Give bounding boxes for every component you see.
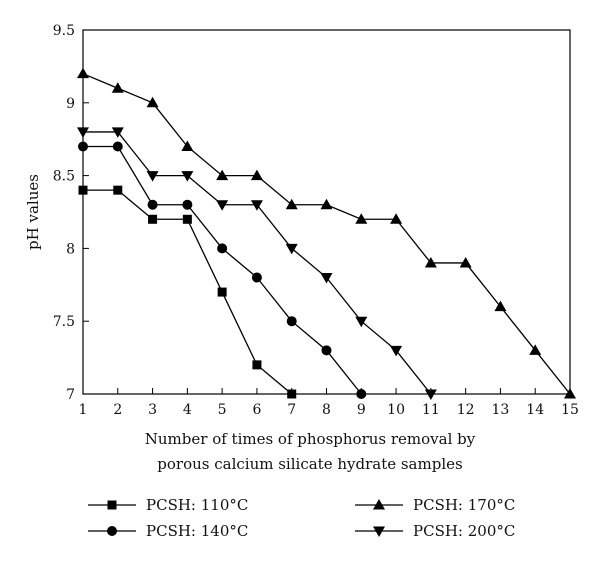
data-point bbox=[182, 214, 192, 224]
data-point bbox=[113, 185, 123, 195]
series-triangle-up bbox=[77, 67, 576, 399]
data-point bbox=[182, 199, 193, 210]
x-tick-label: 1 bbox=[79, 402, 88, 418]
data-point bbox=[252, 360, 262, 370]
legend-label: PCSH: 110°C bbox=[146, 496, 248, 514]
data-point bbox=[250, 169, 263, 181]
y-axis-title: pH values bbox=[24, 174, 42, 250]
data-point bbox=[217, 243, 228, 254]
data-point bbox=[494, 300, 507, 312]
legend: PCSH: 110°C PCSH: 140°C PCSH: 170°C PCSH: 2… bbox=[88, 496, 515, 540]
y-tick-label: 8 bbox=[66, 241, 75, 257]
x-tick-label: 2 bbox=[113, 402, 122, 418]
data-point bbox=[251, 272, 262, 283]
data-point bbox=[390, 213, 403, 224]
legend-item: PCSH: 140°C bbox=[88, 522, 248, 540]
data-point bbox=[355, 316, 368, 328]
x-tick-label: 3 bbox=[148, 402, 157, 418]
data-point bbox=[529, 344, 542, 355]
data-point bbox=[216, 200, 229, 211]
x-axis-title-line-2: porous calcium silicate hydrate samples bbox=[157, 455, 462, 473]
data-point bbox=[181, 171, 194, 182]
x-tick-label: 9 bbox=[357, 402, 366, 418]
x-axis-title-line-1: Number of times of phosphorus removal by bbox=[145, 430, 476, 448]
data-point bbox=[286, 316, 297, 327]
data-point bbox=[78, 185, 88, 195]
x-tick-label: 6 bbox=[252, 402, 261, 418]
y-axis: 7 7.5 8 8.5 9 9.5 bbox=[53, 23, 89, 403]
data-point bbox=[320, 198, 333, 210]
legend-marker bbox=[107, 526, 117, 536]
x-tick-label: 12 bbox=[457, 402, 475, 418]
data-point bbox=[111, 82, 124, 93]
data-point bbox=[356, 389, 367, 399]
x-tick-label: 4 bbox=[183, 402, 192, 418]
legend-item: PCSH: 110°C bbox=[88, 496, 248, 514]
data-point bbox=[250, 200, 263, 211]
legend-label: PCSH: 140°C bbox=[146, 522, 248, 540]
data-point bbox=[217, 287, 227, 297]
data-point bbox=[147, 199, 158, 210]
data-point bbox=[181, 140, 194, 151]
series-line bbox=[83, 145, 362, 395]
x-tick-label: 8 bbox=[322, 402, 331, 418]
series-triangle-down bbox=[77, 127, 437, 400]
data-point bbox=[564, 388, 576, 399]
data-point bbox=[287, 389, 297, 399]
legend-marker bbox=[107, 500, 117, 510]
x-tick-label: 10 bbox=[387, 402, 405, 418]
data-point bbox=[459, 256, 472, 268]
data-point bbox=[146, 171, 159, 182]
plot-frame bbox=[82, 29, 571, 395]
x-tick-label: 5 bbox=[218, 402, 227, 418]
legend-marker bbox=[373, 499, 385, 510]
data-point bbox=[78, 141, 88, 152]
y-tick-label: 7 bbox=[66, 387, 75, 403]
x-tick-label: 7 bbox=[287, 402, 296, 418]
data-point bbox=[146, 96, 159, 108]
data-point bbox=[111, 127, 124, 138]
y-tick-label: 8.5 bbox=[53, 169, 75, 185]
x-tick-label: 15 bbox=[561, 402, 579, 418]
legend-item: PCSH: 170°C bbox=[355, 496, 515, 514]
y-tick-label: 9.5 bbox=[53, 23, 75, 39]
y-tick-label: 9 bbox=[66, 96, 75, 112]
data-point bbox=[77, 127, 89, 138]
x-tick-label: 14 bbox=[526, 402, 544, 418]
series-layer bbox=[77, 67, 576, 400]
data-point bbox=[148, 214, 158, 224]
data-point bbox=[424, 256, 437, 268]
data-point bbox=[424, 389, 437, 400]
data-point bbox=[216, 169, 229, 181]
data-point bbox=[285, 198, 298, 210]
x-tick-label: 13 bbox=[492, 402, 510, 418]
legend-label: PCSH: 200°C bbox=[413, 522, 515, 540]
series-circle bbox=[78, 141, 367, 399]
data-point bbox=[321, 345, 332, 356]
data-point bbox=[355, 213, 368, 224]
data-point bbox=[112, 141, 123, 152]
legend-label: PCSH: 170°C bbox=[413, 496, 515, 514]
data-point bbox=[390, 345, 403, 357]
x-axis: 1 2 3 4 5 6 7 8 9 10 11 12 13 14 15 bbox=[79, 388, 579, 418]
data-point bbox=[285, 243, 298, 255]
y-tick-label: 7.5 bbox=[53, 314, 75, 330]
series-square bbox=[78, 185, 297, 399]
data-point bbox=[77, 67, 89, 79]
legend-item: PCSH: 200°C bbox=[355, 522, 515, 540]
x-tick-label: 11 bbox=[422, 402, 440, 418]
legend-marker bbox=[373, 526, 385, 537]
data-point bbox=[320, 273, 333, 284]
